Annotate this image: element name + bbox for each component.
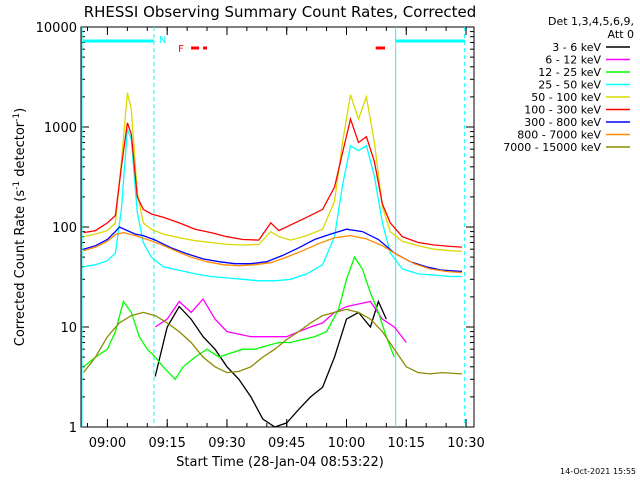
- legend-entry-label: 800 - 7000 keV: [517, 129, 601, 142]
- y-tick-label: 1000: [44, 121, 77, 136]
- y-tick-label: 10: [60, 321, 77, 336]
- y-axis-label-mid: detector: [13, 121, 28, 181]
- x-axis-label: Start Time (28-Jan-04 08:53:22): [176, 455, 384, 470]
- x-tick-label: 10:00: [328, 436, 365, 451]
- legend-entry-label: 300 - 800 keV: [524, 116, 601, 129]
- series-line-2: [154, 298, 407, 343]
- x-tick-label: 09:15: [148, 436, 185, 451]
- x-tick-label: 09:45: [268, 436, 305, 451]
- footer-date: 14-Oct-2021 15:55: [560, 467, 636, 476]
- annotation-layer: NF: [81, 27, 466, 427]
- y-tick-label: 10000: [36, 21, 77, 36]
- series-line-5: [83, 92, 463, 253]
- x-tick-label: 09:00: [89, 436, 126, 451]
- series-line-6: [83, 116, 463, 248]
- y-tick-label: 100: [52, 221, 77, 236]
- legend-entry-label: 3 - 6 keV: [552, 41, 601, 54]
- legend-header-line-1: Det 1,3,4,5,6,9,: [548, 15, 634, 28]
- legend-entry-label: 12 - 25 keV: [538, 66, 601, 79]
- series-line-3: [83, 255, 395, 381]
- night-label: N: [159, 35, 166, 46]
- x-axis-ticks: 09:00 09:15 09:30 09:45 10:00 10:15 10:30: [87, 27, 485, 451]
- y-tick-label: 1: [69, 421, 77, 436]
- x-tick-label: 10:30: [447, 436, 484, 451]
- x-tick-label: 10:15: [388, 436, 425, 451]
- legend-entry-label: 6 - 12 keV: [545, 54, 601, 67]
- legend-entry-label: 7000 - 15000 keV: [503, 141, 601, 154]
- legend-header-line-2: Att 0: [608, 28, 634, 41]
- y-axis-label: Corrected Count Rate (s-1 detector-1): [12, 108, 28, 346]
- series-line-4: [83, 128, 462, 282]
- series-line-8: [83, 231, 463, 274]
- series-line-7: [83, 226, 463, 273]
- y-axis-label-sup1: -1: [12, 181, 22, 190]
- legend-entry-label: 100 - 300 keV: [524, 104, 601, 117]
- legend-entry-label: 25 - 50 keV: [538, 79, 601, 92]
- x-tick-label: 09:30: [208, 436, 245, 451]
- y-axis-label-end: ): [13, 108, 28, 113]
- series-layer: [82, 92, 463, 427]
- y-axis-label-sup2: -1: [12, 113, 22, 122]
- flare-label: F: [178, 44, 184, 55]
- y-axis-label-main: Corrected Count Rate (s: [13, 190, 28, 347]
- series-line-1: [154, 299, 387, 427]
- chart-title: RHESSI Observing Summary Count Rates, Co…: [84, 3, 477, 21]
- series-clip-group: [82, 92, 463, 427]
- legend-entry-label: 50 - 100 keV: [531, 91, 601, 104]
- series-line-9: [82, 308, 463, 375]
